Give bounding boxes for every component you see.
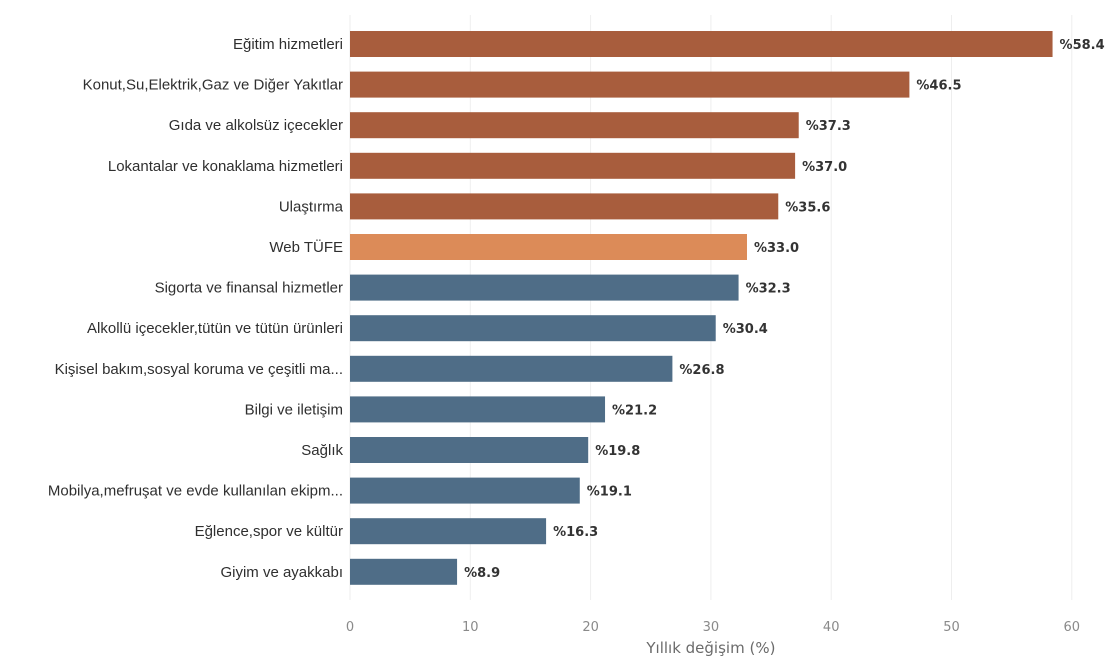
x-tick-label: 40 <box>823 620 840 635</box>
value-labels: %58.4 %46.5 %37.3 %37.0 %35.6 %33.0 %32.3 %30.4… <box>464 38 1105 581</box>
category-label: Eğitim hizmetleri <box>233 36 343 53</box>
bar <box>350 558 458 585</box>
value-label: %37.3 <box>806 119 851 134</box>
category-label: Giyim ve ayakkabı <box>220 564 343 581</box>
bar <box>350 234 747 260</box>
x-tick-labels: 0 10 20 30 40 50 60 <box>346 620 1080 635</box>
bar <box>350 355 673 382</box>
value-label: %32.3 <box>746 282 791 297</box>
value-label: %37.0 <box>802 160 847 175</box>
x-tick-label: 20 <box>582 620 599 635</box>
value-label: %8.9 <box>464 566 500 581</box>
value-label: %35.6 <box>785 200 830 215</box>
category-labels: Eğitim hizmetleri Konut,Su,Elektrik,Gaz v… <box>48 36 344 581</box>
category-label: Ulaştırma <box>279 198 344 215</box>
bar <box>350 315 716 342</box>
category-label: Lokantalar ve konaklama hizmetleri <box>108 158 343 175</box>
x-tick-label: 50 <box>943 620 960 635</box>
category-label: Eğlence,spor ve kültür <box>195 523 343 540</box>
bar <box>350 396 606 423</box>
value-label: %16.3 <box>553 525 598 540</box>
bar <box>350 152 796 179</box>
value-label: %21.2 <box>612 403 657 418</box>
category-label: Alkollü içecekler,tütün ve tütün ürünler… <box>87 320 343 337</box>
category-label: Sağlık <box>301 442 343 459</box>
category-label: Gıda ve alkolsüz içecekler <box>169 117 343 134</box>
category-label: Kişisel bakım,sosyal koruma ve çeşitli m… <box>55 361 343 378</box>
x-axis-title: Yıllık değişim (%) <box>645 639 775 657</box>
category-label: Web TÜFE <box>269 238 343 256</box>
bar <box>350 477 580 504</box>
x-tick-label: 30 <box>703 620 720 635</box>
x-tick-label: 0 <box>346 620 354 635</box>
bars <box>350 31 1053 585</box>
value-label: %58.4 <box>1060 38 1105 53</box>
bar <box>350 112 799 139</box>
category-label: Konut,Su,Elektrik,Gaz ve Diğer Yakıtlar <box>83 77 343 94</box>
category-label: Bilgi ve iletişim <box>245 401 343 418</box>
value-label: %19.8 <box>595 444 640 459</box>
category-label: Sigorta ve finansal hizmetler <box>155 280 343 297</box>
bar <box>350 193 779 220</box>
bar <box>350 518 547 545</box>
bar <box>350 71 910 98</box>
gridlines <box>349 15 1073 600</box>
value-label: %33.0 <box>754 241 799 256</box>
bar <box>350 31 1053 57</box>
bar <box>350 437 589 463</box>
value-label: %30.4 <box>723 322 768 337</box>
category-label: Mobilya,mefruşat ve evde kullanılan ekip… <box>48 483 343 500</box>
bar <box>350 274 739 301</box>
value-label: %46.5 <box>916 79 961 94</box>
x-tick-label: 10 <box>462 620 479 635</box>
value-label: %26.8 <box>679 363 724 378</box>
value-label: %19.1 <box>587 485 632 500</box>
x-tick-label: 60 <box>1064 620 1081 635</box>
